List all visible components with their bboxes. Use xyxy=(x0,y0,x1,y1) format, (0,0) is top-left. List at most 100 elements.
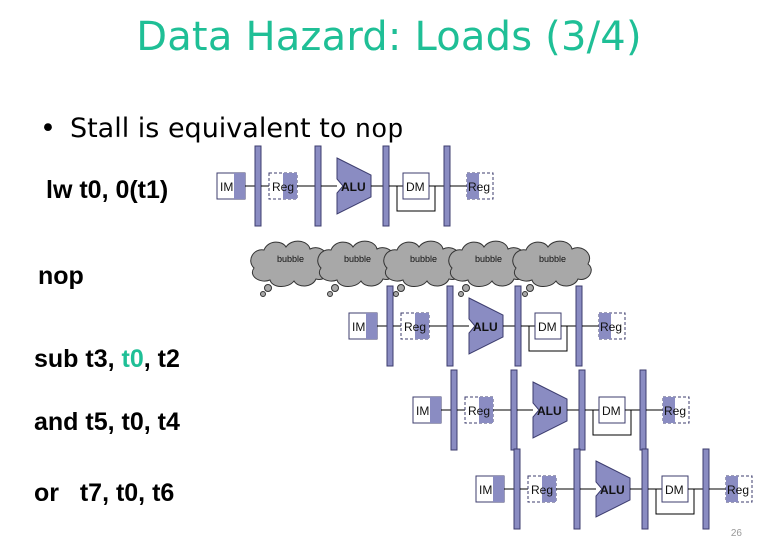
bubble-dot xyxy=(462,284,470,292)
bypass-wire xyxy=(528,326,568,352)
bubble-dot xyxy=(264,284,272,292)
bullet-point: • Stall is equivalent to nop xyxy=(40,113,404,146)
pipeline-register xyxy=(702,448,710,530)
instruction-or-text: or t7, t0, t6 xyxy=(34,479,175,507)
reg-wb-shade xyxy=(467,173,479,199)
instruction-nop-text: nop xyxy=(38,262,84,290)
pipeline-register xyxy=(314,145,322,227)
bubble-label: bubble xyxy=(277,254,304,264)
reg-wb-shade xyxy=(663,397,675,423)
reg-label: Reg xyxy=(272,180,294,194)
pipeline-register xyxy=(382,145,390,227)
bubble-label: bubble xyxy=(475,254,502,264)
im-shade xyxy=(234,173,245,199)
bubble-dot xyxy=(522,291,528,297)
pipeline-register xyxy=(386,285,394,367)
instruction-and-text: and t5, t0, t4 xyxy=(34,408,180,436)
alu-shape xyxy=(595,460,631,518)
reg-label: Reg xyxy=(531,483,553,497)
pipeline-row-0: IM Reg ALU DM Reg xyxy=(216,145,494,227)
bubble-label: bubble xyxy=(344,254,371,264)
pipeline-register xyxy=(575,285,583,367)
alu-label: ALU xyxy=(600,483,625,497)
instruction-sub: sub t3, t0, t2 xyxy=(34,345,180,374)
bubble-label: bubble xyxy=(410,254,437,264)
im-label: IM xyxy=(416,404,429,418)
instruction-sub-part1: sub t3, xyxy=(34,345,122,373)
instruction-lw-text: lw t0, 0(t1) xyxy=(46,176,169,204)
bubble-cloud xyxy=(512,240,592,287)
bullet-text: Stall is equivalent to xyxy=(69,113,355,144)
im-label: IM xyxy=(220,180,233,194)
bubble-icon-1: bubble xyxy=(317,240,397,297)
pipeline-register xyxy=(578,369,586,451)
slide-title: Data Hazard: Loads (3/4) xyxy=(136,14,642,60)
dm-label: DM xyxy=(602,404,621,418)
reg-wb-shade xyxy=(726,476,738,502)
pipeline-register xyxy=(254,145,262,227)
dm-box xyxy=(534,312,562,340)
pipeline-register xyxy=(573,448,581,530)
bubble-dot xyxy=(458,291,464,297)
instruction-sub-part3: , t2 xyxy=(143,345,180,373)
im-label: IM xyxy=(352,320,365,334)
pipeline-register xyxy=(639,369,647,451)
dm-label: DM xyxy=(665,483,684,497)
bypass-wire xyxy=(396,186,436,212)
bubble-icon-2: bubble xyxy=(383,240,463,297)
bubble-dot xyxy=(393,291,399,297)
pipeline-row-2: IM Reg ALU DM Reg xyxy=(412,369,690,451)
nop-code: nop xyxy=(354,116,404,146)
dm-label: DM xyxy=(538,320,557,334)
reg-shade xyxy=(283,173,297,199)
pipeline-row-1: IM Reg ALU DM Reg xyxy=(348,285,626,367)
bubble-dot xyxy=(260,291,266,297)
pipeline-register xyxy=(514,285,522,367)
im-shade xyxy=(493,476,504,502)
bypass-wire xyxy=(655,489,695,515)
alu-shape xyxy=(532,381,568,439)
reg-shade xyxy=(542,476,556,502)
reg-shade xyxy=(415,313,429,339)
pipeline-register xyxy=(510,369,518,451)
im-shade xyxy=(430,397,441,423)
alu-label: ALU xyxy=(537,404,562,418)
alu-label: ALU xyxy=(341,180,366,194)
alu-shape xyxy=(468,297,504,355)
bubble-icon-4: bubble xyxy=(512,240,592,297)
bubble-dot xyxy=(526,284,534,292)
pipeline-row-3: IM Reg ALU DM Reg xyxy=(475,448,753,530)
bubble-icon-0: bubble xyxy=(250,240,330,297)
im-label: IM xyxy=(479,483,492,497)
im-shade xyxy=(366,313,377,339)
bubble-label: bubble xyxy=(539,254,566,264)
instruction-sub-highlight: t0 xyxy=(121,345,144,373)
reg-label: Reg xyxy=(468,404,490,418)
dm-label: DM xyxy=(406,180,425,194)
alu-label: ALU xyxy=(473,320,498,334)
reg-wb-label: Reg xyxy=(727,483,749,497)
reg-wb-label: Reg xyxy=(664,404,686,418)
reg-wb-label: Reg xyxy=(600,320,622,334)
bypass-wire xyxy=(592,410,632,436)
dm-box xyxy=(402,172,430,200)
alu-shape xyxy=(336,157,372,215)
reg-wb-shade xyxy=(599,313,611,339)
bubble-dot xyxy=(397,284,405,292)
page-number: 26 xyxy=(730,528,742,539)
pipeline-register xyxy=(450,369,458,451)
reg-label: Reg xyxy=(404,320,426,334)
bubble-dot xyxy=(327,291,333,297)
bubble-dot xyxy=(331,284,339,292)
bullet-dot-icon: • xyxy=(40,113,56,144)
pipeline-register xyxy=(443,145,451,227)
instruction-lw: lw t0, 0(t1) xyxy=(46,176,168,205)
reg-shade xyxy=(479,397,493,423)
reg-wb-label: Reg xyxy=(468,180,490,194)
instruction-and: and t5, t0, t4 xyxy=(34,408,180,437)
pipeline-register xyxy=(513,448,521,530)
pipeline-register xyxy=(446,285,454,367)
instruction-nop: nop xyxy=(38,262,84,291)
pipeline-register xyxy=(641,448,649,530)
